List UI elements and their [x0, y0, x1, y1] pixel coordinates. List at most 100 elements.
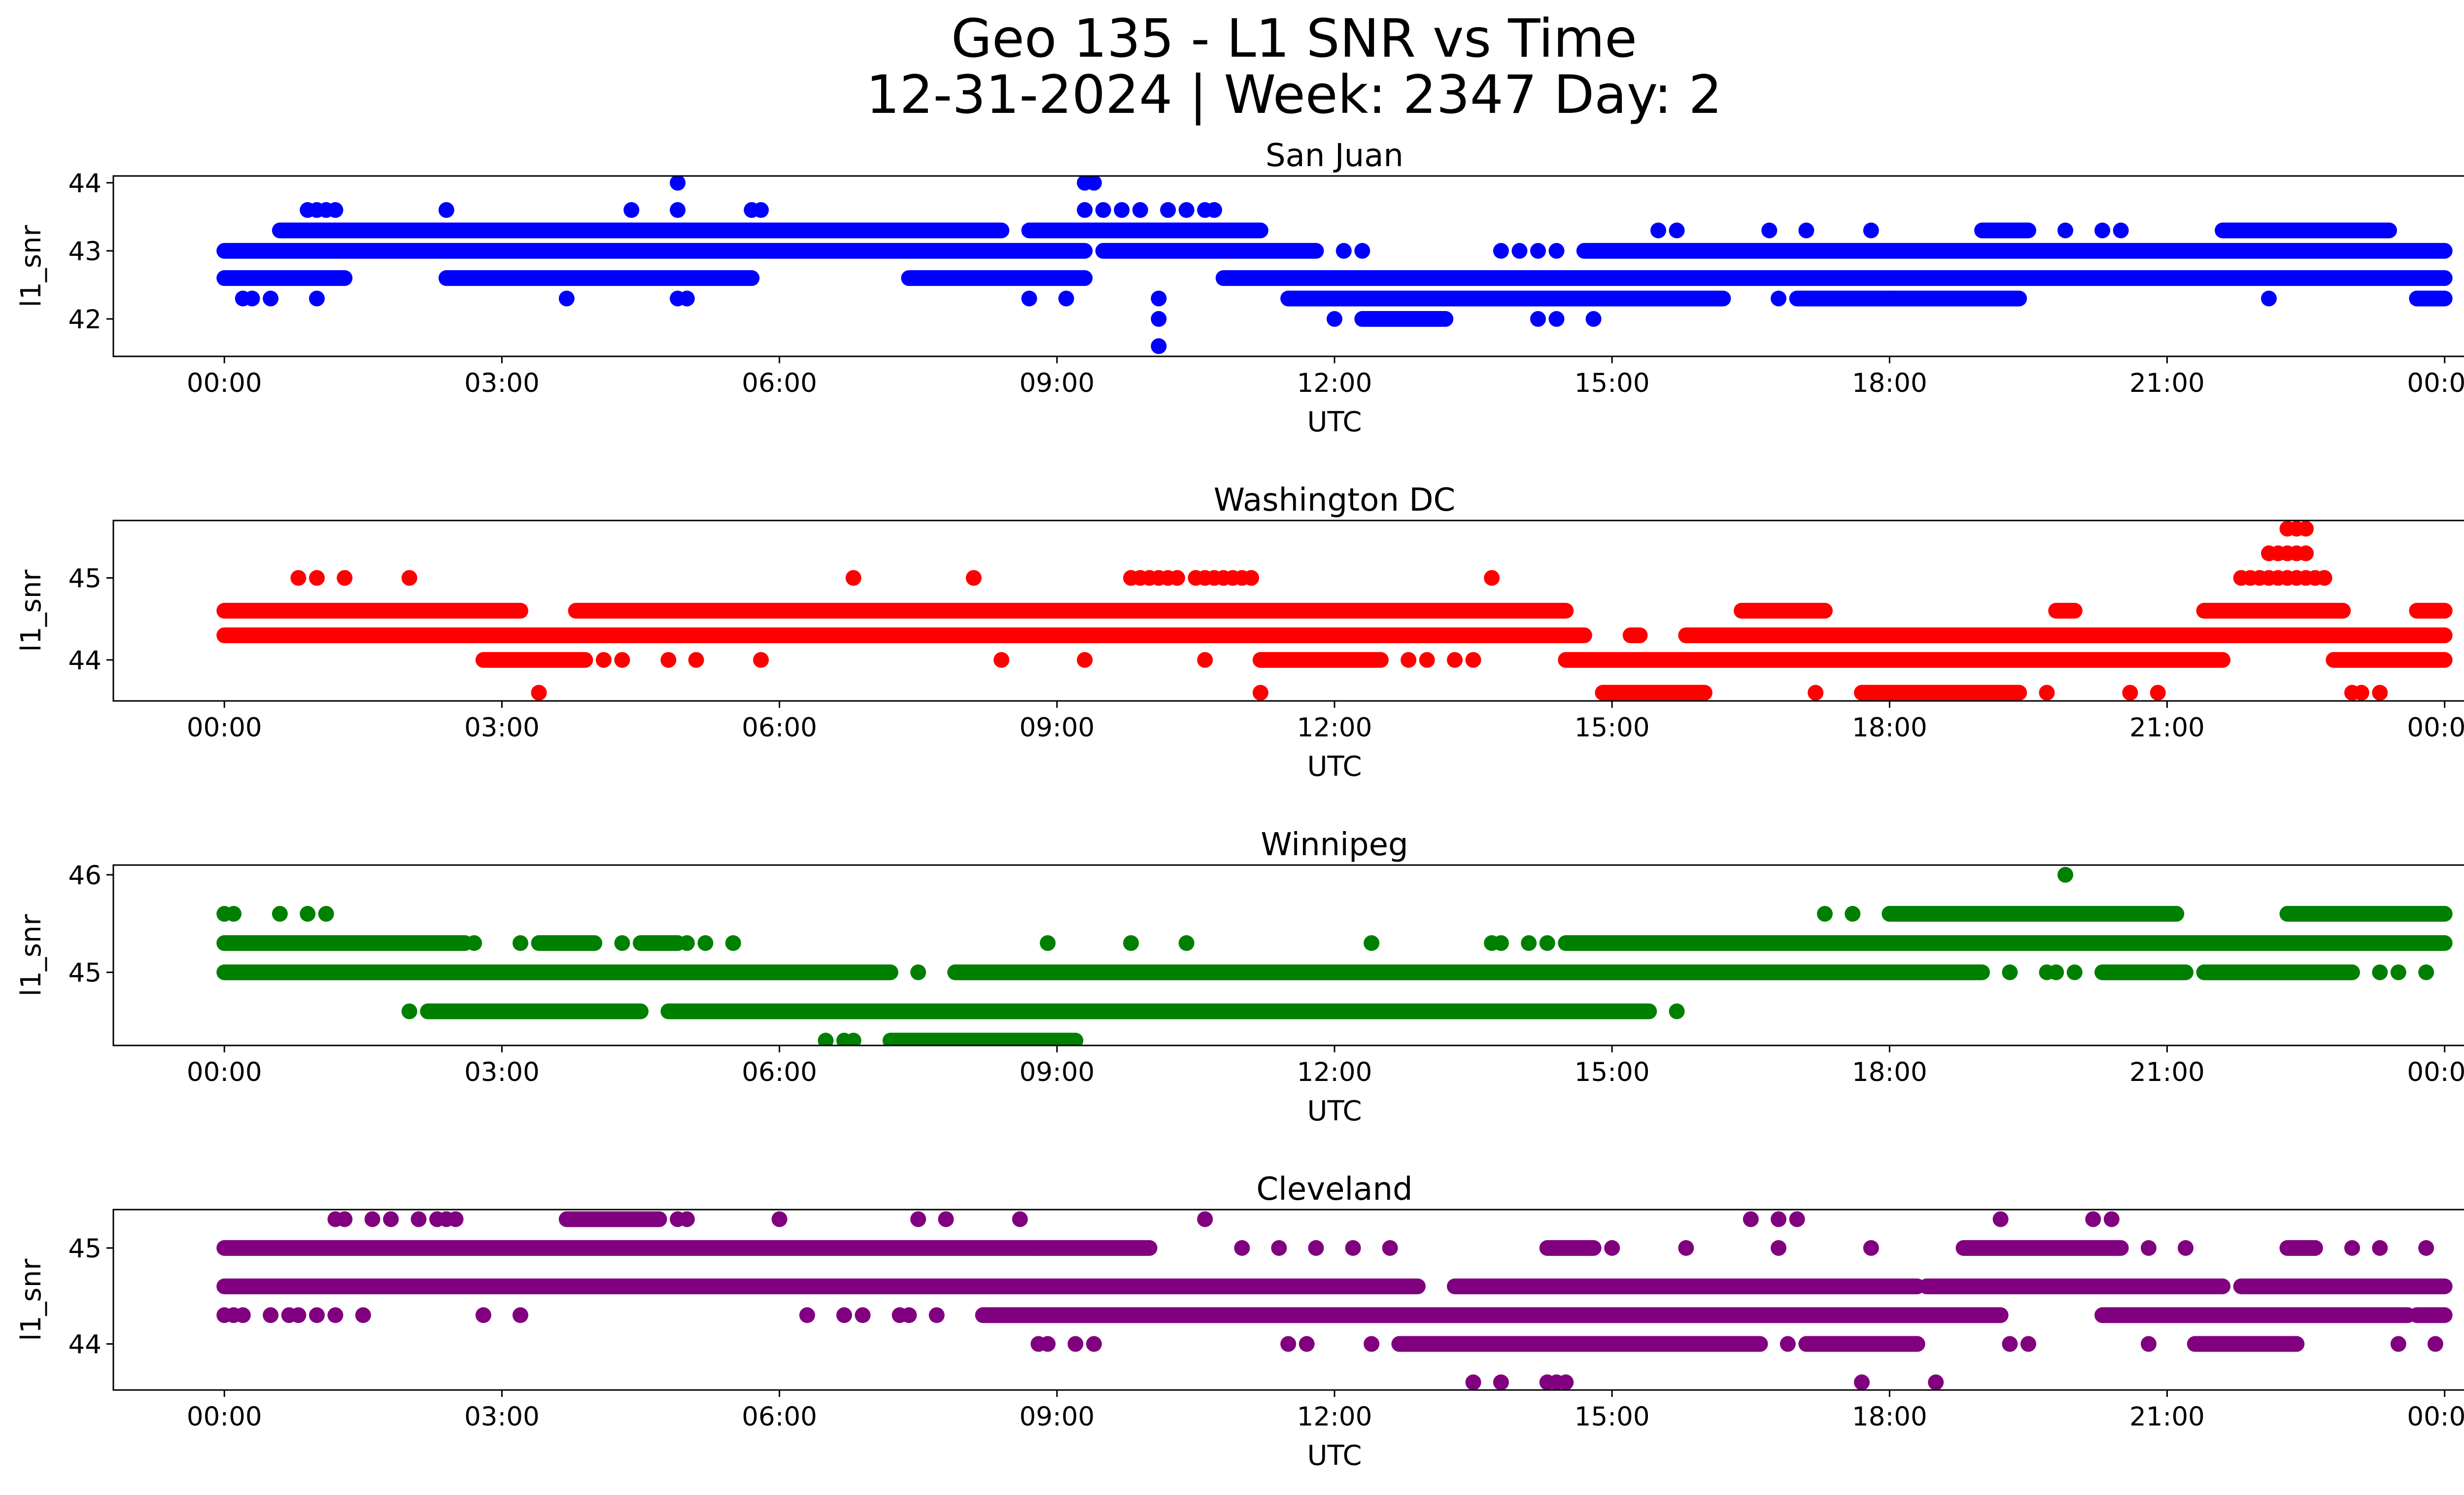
data-point: [1206, 202, 1222, 218]
data-point: [2344, 1240, 2360, 1256]
data-point: [1493, 935, 1509, 951]
data-point: [845, 570, 861, 586]
data-point: [1771, 1240, 1787, 1256]
x-tick-label: 03:00: [464, 1402, 540, 1432]
data-point: [688, 652, 704, 668]
data-point: [1123, 935, 1139, 951]
data-point: [836, 1307, 853, 1323]
data-point: [1308, 1240, 1324, 1256]
data-point: [327, 202, 343, 218]
data-point: [1058, 290, 1074, 307]
x-tick-label: 09:00: [1019, 713, 1095, 743]
data-point: [2178, 1240, 2194, 1256]
data-point: [2113, 222, 2129, 239]
data-point: [2427, 1336, 2443, 1352]
data-point: [1493, 243, 1509, 259]
data-point: [614, 935, 630, 951]
data-point: [1761, 222, 1778, 239]
data-point: [595, 652, 612, 668]
y-tick-label: 45: [68, 1234, 102, 1264]
x-tick-label: 18:00: [1852, 368, 1927, 398]
data-point: [1160, 202, 1176, 218]
data-point: [679, 290, 695, 307]
data-point: [1021, 290, 1037, 307]
y-axis-label: l1_snr: [15, 1258, 47, 1341]
data-point: [1511, 243, 1528, 259]
panel-winnipeg: Winnipeg 00:00 03:00 06:00 09:00 12:00 15:00 18…: [15, 827, 2464, 1127]
x-tick-label: 18:00: [1852, 1402, 1927, 1432]
x-tick-label: 21:00: [2129, 1057, 2205, 1087]
data-point: [309, 290, 325, 307]
x-tick-label: 06:00: [742, 1402, 817, 1432]
x-tick-label: 03:00: [464, 368, 540, 398]
data-point: [670, 202, 686, 218]
data-point: [1132, 202, 1148, 218]
data-point: [1382, 1240, 1398, 1256]
data-point: [725, 935, 741, 951]
x-tick-label: 18:00: [1852, 1057, 1927, 1087]
data-point: [2418, 964, 2434, 980]
x-tick-label: 21:00: [2129, 368, 2205, 398]
data-point: [309, 1307, 325, 1323]
data-point: [1539, 935, 1555, 951]
data-point: [1095, 202, 1111, 218]
data-point: [614, 652, 630, 668]
data-point: [1530, 311, 1546, 327]
data-point: [1743, 1211, 1759, 1227]
panel-title: Cleveland: [1256, 1171, 1412, 1208]
data-point: [2085, 1211, 2101, 1227]
x-tick-label: 15:00: [1574, 713, 1650, 743]
data-point: [1077, 652, 1093, 668]
data-point: [1845, 905, 1861, 922]
data-point: [513, 1307, 528, 1323]
x-tick-label: 00:00: [187, 1057, 262, 1087]
x-tick-label: 06:00: [742, 1057, 817, 1087]
data-point: [910, 1211, 926, 1227]
data-point: [1678, 1240, 1694, 1256]
data-point: [558, 290, 575, 307]
data-point: [1604, 1240, 1620, 1256]
data-point: [290, 570, 307, 586]
panel-title: Winnipeg: [1261, 827, 1408, 863]
data-point: [2279, 222, 2295, 239]
data-point: [2039, 685, 2055, 701]
x-axis-label: UTC: [1307, 1440, 1362, 1472]
y-axis-label: l1_snr: [15, 225, 47, 308]
x-tick-label: 12:00: [1297, 1057, 1372, 1087]
y-tick-label: 45: [68, 563, 102, 593]
data-point: [1798, 222, 1814, 239]
data-point: [1780, 1336, 1796, 1352]
data-point: [337, 1211, 353, 1227]
data-point: [1327, 311, 1342, 327]
x-tick-label: 06:00: [742, 368, 817, 398]
data-point: [1493, 1374, 1509, 1390]
data-point: [2002, 964, 2018, 980]
data-point: [1086, 1336, 1102, 1352]
x-tick-label: 03:00: [464, 1057, 540, 1087]
x-tick-label: 21:00: [2129, 713, 2205, 743]
data-point: [1299, 1336, 1315, 1352]
data-point: [364, 1211, 380, 1227]
data-point: [1669, 222, 1685, 239]
x-tick-label: 15:00: [1574, 1402, 1650, 1432]
data-point: [226, 905, 242, 922]
data-point: [1854, 1374, 1870, 1390]
data-point: [1086, 176, 1102, 191]
y-tick-label: 45: [68, 958, 102, 988]
data-point: [901, 1307, 917, 1323]
x-tick-label: 00:00: [187, 713, 262, 743]
data-point: [1465, 652, 1481, 668]
data-point: [1465, 1374, 1481, 1390]
data-point: [1151, 290, 1167, 307]
data-point: [2390, 964, 2406, 980]
data-point: [1335, 243, 1352, 259]
data-point: [1077, 202, 1093, 218]
data-point: [2057, 222, 2074, 239]
x-tick-label: 09:00: [1019, 1402, 1095, 1432]
y-axis-label: l1_snr: [15, 569, 47, 652]
data-point: [475, 1307, 491, 1323]
panel-san-juan: San Juan 00:00 03:00 06:00 09:00 12:00 15:00 18…: [15, 138, 2464, 438]
x-tick-label: 06:00: [742, 713, 817, 743]
x-tick-label: 00:00: [2407, 713, 2464, 743]
